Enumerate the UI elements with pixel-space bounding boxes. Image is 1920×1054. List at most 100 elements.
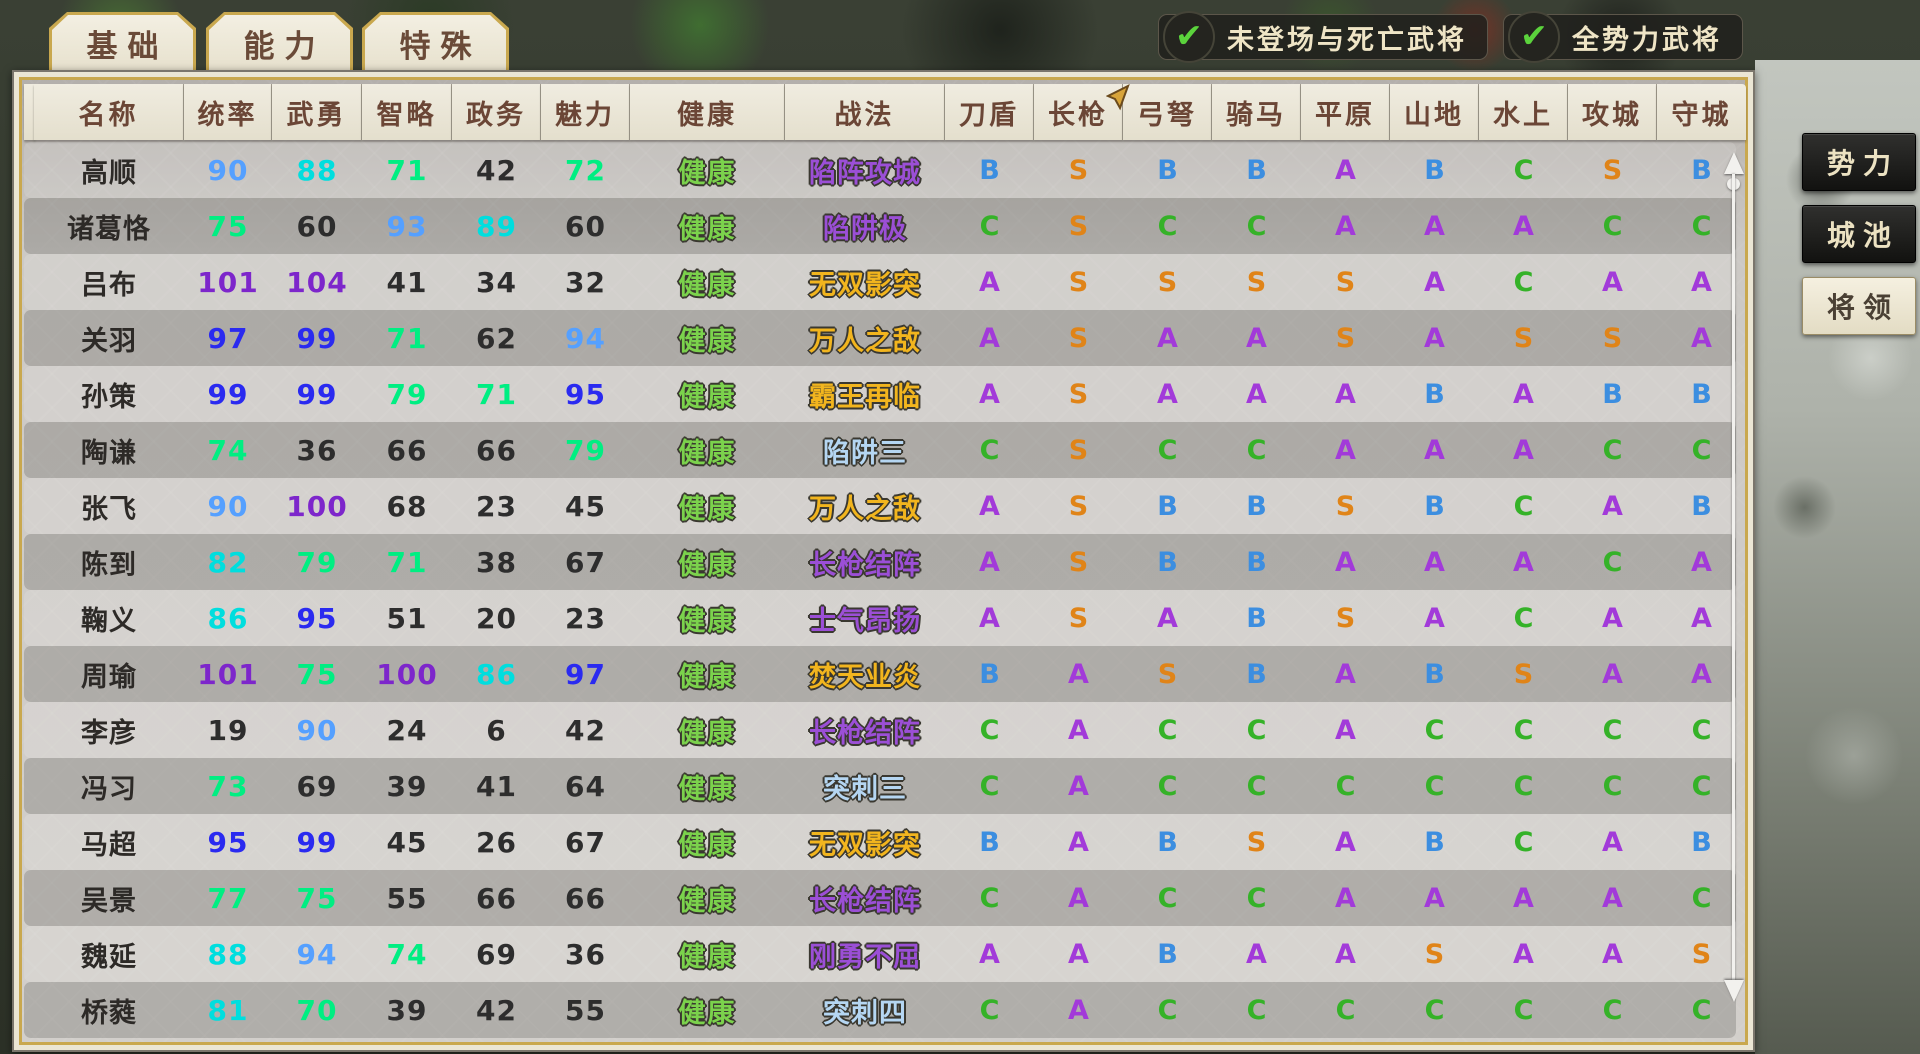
aptitude-grade: B [1691, 154, 1712, 186]
stat-value: 19 [207, 713, 249, 747]
tactic-name: 突刺三 [823, 773, 907, 805]
aptitude-grade: C [1157, 882, 1178, 914]
column-header-12[interactable]: 平原 [1301, 84, 1390, 140]
tab-basic[interactable]: 基础 [49, 12, 196, 72]
stat-value: 67 [565, 545, 606, 579]
stat-value: 99 [296, 321, 338, 355]
aptitude-grade: S [1068, 602, 1089, 634]
tab-basic-label: 基础 [52, 15, 193, 72]
table-row[interactable]: 高顺 90 88 71 42 72 健康 陷阵攻城 B S B B A B C S B [24, 142, 1736, 198]
aptitude-grade: C [1157, 714, 1178, 746]
table-row[interactable]: 孙策 99 99 79 71 95 健康 霸王再临 A S A A A B A B B [24, 366, 1736, 422]
stat-value: 70 [296, 993, 338, 1027]
tab-ability[interactable]: 能力 [206, 12, 353, 72]
tactic-name: 长枪结阵 [809, 717, 921, 749]
tactic-name: 刚勇不屈 [809, 941, 921, 973]
stat-value: 100 [286, 489, 348, 523]
column-header-9[interactable]: 长枪 [1034, 84, 1123, 140]
table-row[interactable]: 吴景 77 75 55 66 66 健康 长枪结阵 C A C C A A A A C [24, 870, 1736, 926]
side-button-generals[interactable]: 将领 [1802, 277, 1916, 335]
table-row[interactable]: 桥蕤 81 70 39 42 55 健康 突刺四 C A C C C C C C C [24, 982, 1736, 1038]
stat-value: 71 [386, 545, 428, 579]
table-header: 名称 统率 武勇 智略 政务 魅力 健康 战法 刀盾 长枪 弓弩 骑马 平原 山地 水上 攻城 守城 [24, 84, 1746, 140]
aptitude-grade: S [1335, 266, 1356, 298]
table-row[interactable]: 陈到 82 79 71 38 67 健康 长枪结阵 A S B B A A A C A [24, 534, 1736, 590]
column-header-2[interactable]: 武勇 [272, 84, 362, 140]
aptitude-grade: B [1424, 154, 1445, 186]
health-status: 健康 [678, 493, 737, 525]
column-header-3[interactable]: 智略 [362, 84, 452, 140]
aptitude-grade: C [979, 434, 1000, 466]
column-header-7[interactable]: 战法 [785, 84, 945, 140]
filter-all-faction-officers[interactable]: ✔ 全势力武将 [1503, 11, 1743, 63]
column-header-8[interactable]: 刀盾 [945, 84, 1034, 140]
aptitude-grade: S [1424, 938, 1445, 970]
table-row[interactable]: 周瑜 101 75 100 86 97 健康 焚天业炎 B A S B A B S A A [24, 646, 1736, 702]
table-row[interactable]: 陶谦 74 36 66 66 79 健康 陷阱三 C S C C A A A C C [24, 422, 1736, 478]
aptitude-grade: C [1602, 770, 1623, 802]
aptitude-grade: C [1513, 602, 1534, 634]
column-header-15[interactable]: 攻城 [1568, 84, 1657, 140]
scroll-down-arrow[interactable] [1724, 980, 1744, 1002]
scroll-up-arrow[interactable] [1724, 152, 1744, 174]
side-button-faction[interactable]: 势力 [1802, 133, 1916, 191]
column-header-14[interactable]: 水上 [1479, 84, 1568, 140]
aptitude-grade: S [1335, 490, 1356, 522]
aptitude-grade: S [1068, 378, 1089, 410]
checkmark-icon: ✔ [1520, 15, 1548, 55]
officer-name: 陈到 [81, 549, 137, 581]
stat-value: 41 [386, 265, 428, 299]
aptitude-grade: S [1068, 266, 1089, 298]
aptitude-grade: S [1246, 266, 1267, 298]
column-header-11[interactable]: 骑马 [1212, 84, 1301, 140]
column-header-13[interactable]: 山地 [1390, 84, 1479, 140]
scrollbar[interactable] [1724, 152, 1744, 1002]
stat-value: 94 [565, 321, 606, 355]
tactic-name: 焚天业炎 [809, 661, 921, 693]
column-header-5[interactable]: 魅力 [541, 84, 630, 140]
checkbox-circle[interactable]: ✔ [1508, 11, 1560, 63]
stat-value: 97 [565, 657, 606, 691]
filter-unappeared-dead-officers[interactable]: ✔ 未登场与死亡武将 [1158, 11, 1488, 63]
column-header-1[interactable]: 统率 [184, 84, 272, 140]
stat-value: 60 [296, 209, 338, 243]
column-header-10[interactable]: 弓弩 [1123, 84, 1212, 140]
stat-value: 42 [476, 153, 517, 187]
aptitude-grade: A [979, 490, 1000, 522]
tab-special[interactable]: 特殊 [362, 12, 509, 72]
scroll-track[interactable] [1732, 174, 1735, 980]
aptitude-grade: A [1424, 266, 1445, 298]
officer-name: 诸葛恪 [67, 213, 151, 245]
aptitude-grade: A [1424, 882, 1445, 914]
column-header-4[interactable]: 政务 [452, 84, 541, 140]
aptitude-grade: B [979, 826, 1000, 858]
aptitude-grade: C [1513, 154, 1534, 186]
aptitude-grade: A [1602, 938, 1623, 970]
stat-value: 60 [565, 209, 606, 243]
table-row[interactable]: 冯习 73 69 39 41 64 健康 突刺三 C A C C C C C C C [24, 758, 1736, 814]
table-row[interactable]: 马超 95 99 45 26 67 健康 无双影突 B A B S A B C A B [24, 814, 1736, 870]
aptitude-grade: C [1513, 770, 1534, 802]
table-row[interactable]: 吕布 101 104 41 34 32 健康 无双影突 A S S S S A C A A [24, 254, 1736, 310]
table-row[interactable]: 诸葛恪 75 60 93 89 60 健康 陷阱极 C S C C A A A C C [24, 198, 1736, 254]
health-status: 健康 [678, 269, 737, 301]
aptitude-grade: A [1691, 658, 1712, 690]
table-row[interactable]: 鞠义 86 95 51 20 23 健康 士气昂扬 A S A B S A C A A [24, 590, 1736, 646]
table-row[interactable]: 关羽 97 99 71 62 94 健康 万人之敌 A S A A S A S S A [24, 310, 1736, 366]
table-row[interactable]: 李彦 19 90 24 6 42 健康 长枪结阵 C A C C A C C C C [24, 702, 1736, 758]
column-header-0[interactable]: 名称 [34, 84, 184, 140]
column-header-16[interactable]: 守城 [1657, 84, 1746, 140]
checkbox-circle[interactable]: ✔ [1163, 11, 1215, 63]
table-row[interactable]: 魏延 88 94 74 69 36 健康 刚勇不屈 A A B A A S A A S [24, 926, 1736, 982]
side-button-cities[interactable]: 城池 [1802, 205, 1916, 263]
aptitude-grade: A [1335, 546, 1356, 578]
table-row[interactable]: 张飞 90 100 68 23 45 健康 万人之敌 A S B B S B C A B [24, 478, 1736, 534]
aptitude-grade: S [1157, 658, 1178, 690]
aptitude-grade: B [1157, 154, 1178, 186]
aptitude-grade: A [1424, 602, 1445, 634]
column-header-6[interactable]: 健康 [630, 84, 785, 140]
aptitude-grade: C [1246, 714, 1267, 746]
aptitude-grade: A [1335, 938, 1356, 970]
aptitude-grade: B [1424, 826, 1445, 858]
health-status: 健康 [678, 773, 737, 805]
